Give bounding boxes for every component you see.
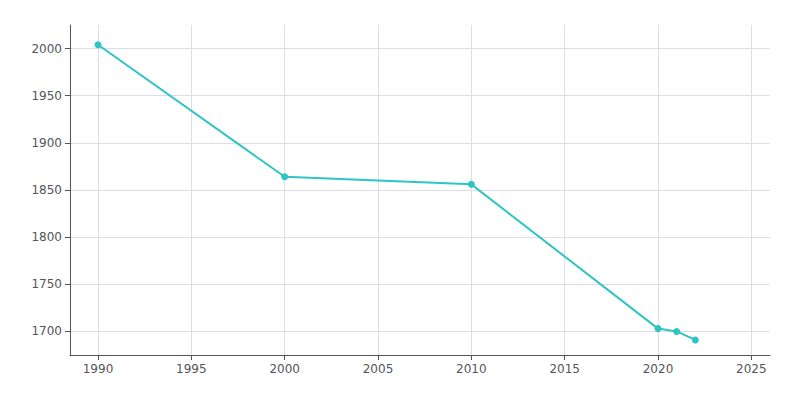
svg-text:1950: 1950 [31,89,62,103]
svg-text:2000: 2000 [31,42,62,56]
svg-text:1995: 1995 [176,362,207,376]
svg-text:1850: 1850 [31,183,62,197]
svg-text:1800: 1800 [31,230,62,244]
svg-text:2010: 2010 [456,362,487,376]
svg-text:2005: 2005 [363,362,394,376]
svg-text:1900: 1900 [31,136,62,150]
svg-text:1700: 1700 [31,324,62,338]
svg-text:1750: 1750 [31,277,62,291]
svg-text:2015: 2015 [549,362,580,376]
svg-text:1990: 1990 [83,362,114,376]
svg-text:2000: 2000 [269,362,300,376]
svg-text:2020: 2020 [643,362,674,376]
svg-text:2025: 2025 [736,362,767,376]
